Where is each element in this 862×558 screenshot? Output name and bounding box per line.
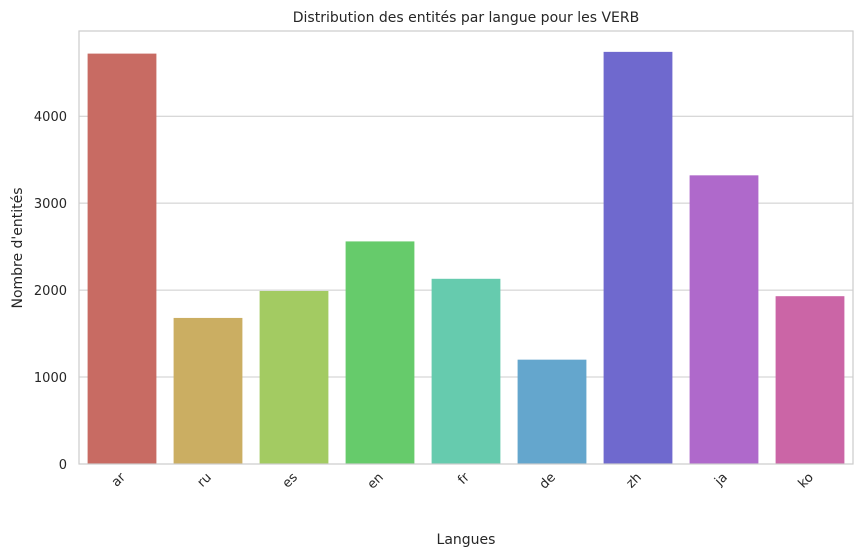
- x-axis-ticks: ar ru es en fr de zh ja ko: [109, 470, 817, 493]
- y-axis-label: Nombre d'entités: [10, 187, 26, 308]
- bar-ko: [775, 296, 845, 464]
- bar-es: [259, 290, 329, 464]
- bar-ja: [689, 175, 759, 465]
- y-tick-label: 0: [59, 458, 67, 473]
- x-tick-label-ru: ru: [195, 470, 215, 490]
- x-axis-label: Langues: [437, 532, 496, 548]
- bar-ru: [173, 317, 243, 464]
- bar-en: [345, 241, 415, 464]
- x-tick-label-ko: ko: [796, 470, 817, 491]
- y-tick-label: 3000: [34, 197, 67, 212]
- y-tick-label: 1000: [34, 371, 67, 386]
- bar-zh: [603, 51, 673, 465]
- x-tick-label-es: es: [280, 470, 301, 491]
- bar-ar: [87, 53, 157, 465]
- y-tick-label: 2000: [34, 284, 67, 299]
- x-tick-label-fr: fr: [455, 470, 473, 488]
- bar-de: [517, 359, 587, 464]
- y-axis-ticks: 0 1000 2000 3000 4000: [34, 110, 67, 473]
- bars: [87, 51, 845, 465]
- x-tick-label-ar: ar: [109, 470, 129, 490]
- y-tick-label: 4000: [34, 110, 67, 125]
- plot-frame: [78, 30, 854, 465]
- bar-fr: [431, 278, 501, 464]
- x-tick-label-en: en: [365, 470, 387, 492]
- x-tick-label-ja: ja: [711, 470, 731, 490]
- x-tick-label-de: de: [537, 470, 559, 492]
- chart-title: Distribution des entités par langue pour…: [293, 10, 639, 26]
- x-tick-label-zh: zh: [624, 470, 645, 491]
